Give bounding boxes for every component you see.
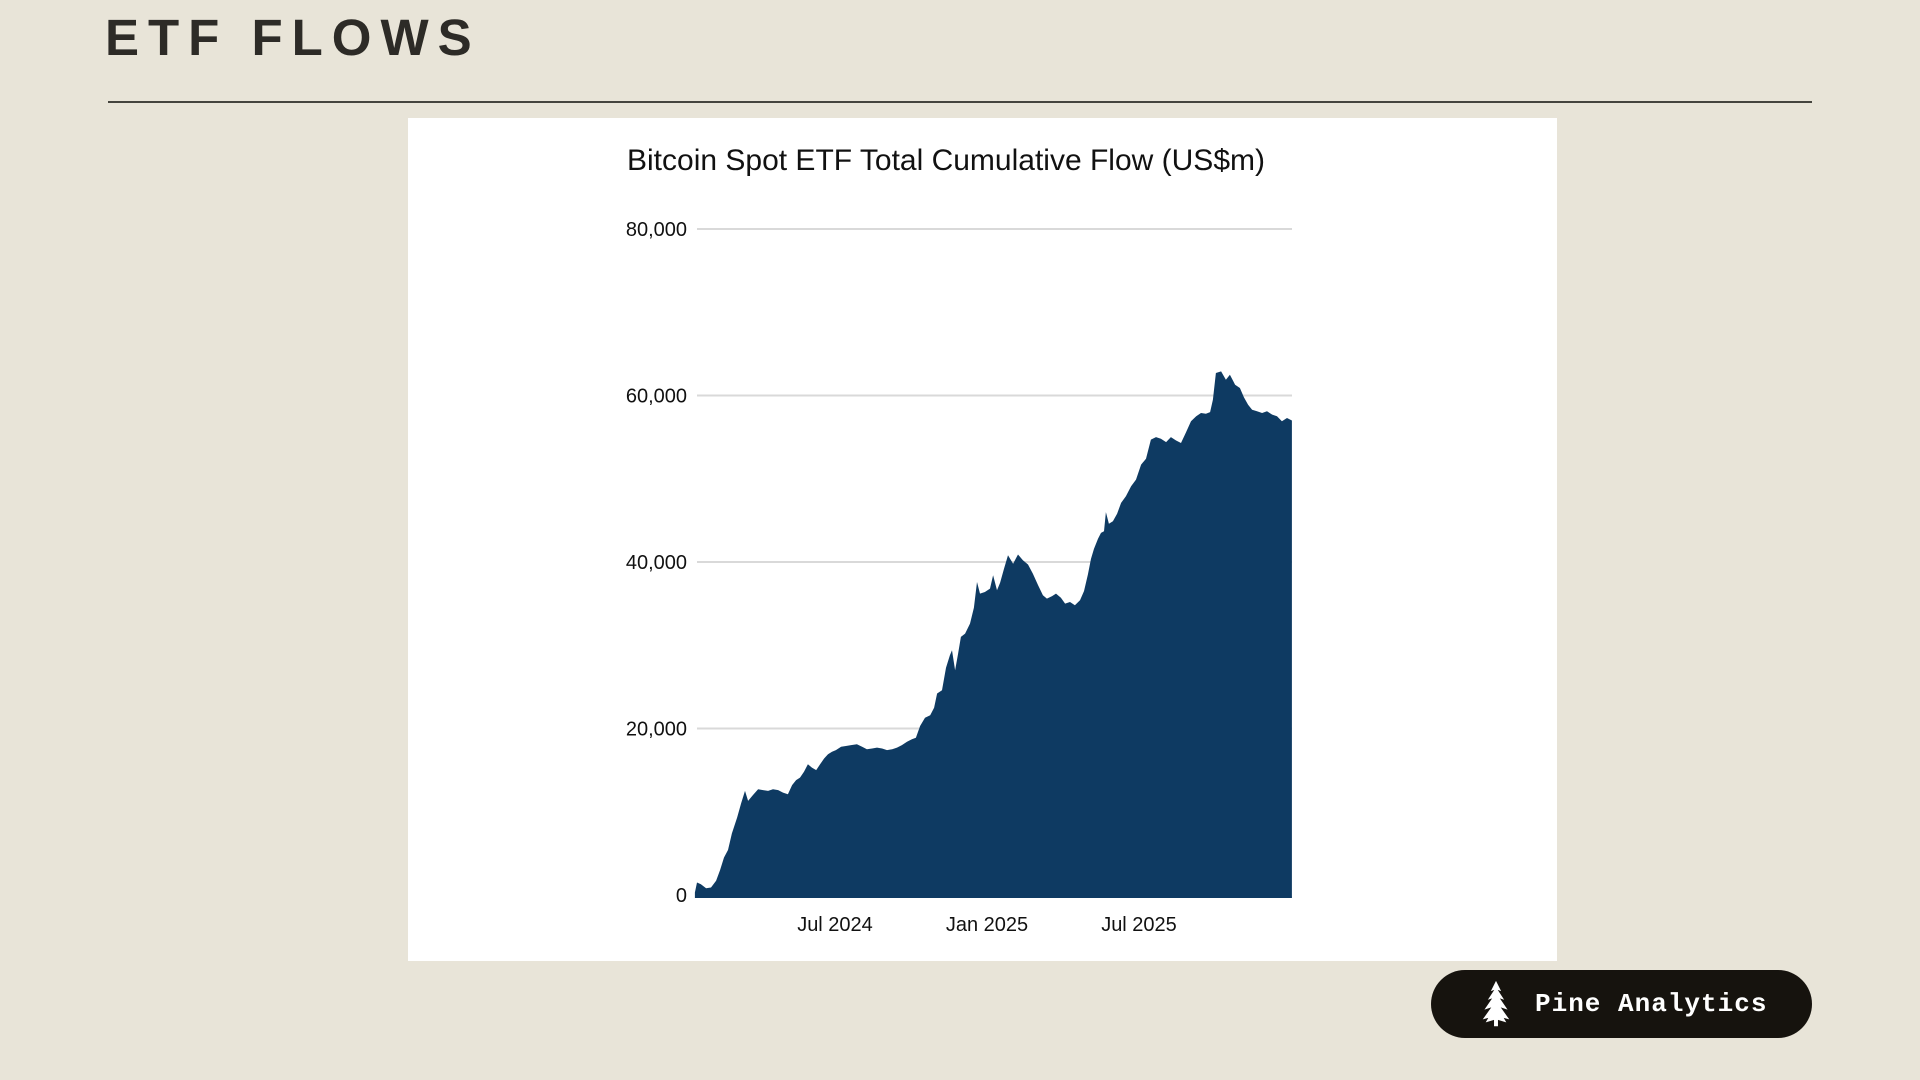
x-axis-tick-label: Jul 2024	[797, 914, 873, 936]
area-series	[694, 371, 1292, 898]
y-axis-tick-label: 40,000	[626, 552, 687, 574]
pine-tree-icon	[1482, 980, 1510, 1027]
chart-card: Bitcoin Spot ETF Total Cumulative Flow (…	[408, 118, 1557, 961]
x-axis-tick-label: Jan 2025	[946, 914, 1028, 936]
y-axis-tick-label: 0	[676, 885, 687, 907]
brand-label: Pine Analytics	[1535, 989, 1768, 1019]
y-axis-tick-label: 60,000	[626, 386, 687, 408]
chart-title: Bitcoin Spot ETF Total Cumulative Flow (…	[627, 144, 1265, 177]
y-axis-tick-label: 20,000	[626, 719, 687, 741]
y-axis-tick-label: 80,000	[626, 219, 687, 241]
x-axis-tick-label: Jul 2025	[1101, 914, 1177, 936]
pine-analytics-badge: Pine Analytics	[1431, 970, 1812, 1038]
etf-flow-area-chart: Bitcoin Spot ETF Total Cumulative Flow (…	[626, 144, 1292, 936]
page-title: ETF FLOWS	[105, 9, 481, 66]
header-divider	[108, 101, 1812, 103]
